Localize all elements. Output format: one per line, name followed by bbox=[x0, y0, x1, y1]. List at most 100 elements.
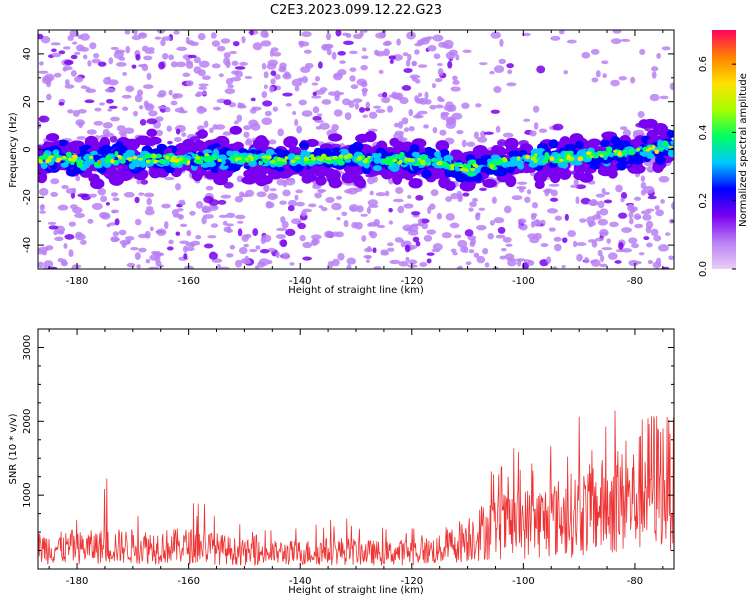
spectrogram-cell bbox=[332, 231, 339, 237]
spectrogram-cell bbox=[175, 149, 186, 157]
spectrogram-cell bbox=[619, 126, 628, 131]
x-tick-label: -100 bbox=[512, 576, 535, 587]
spectrogram-cell bbox=[507, 69, 513, 75]
spectrogram-cell bbox=[125, 85, 135, 93]
spectrogram-cell bbox=[640, 175, 646, 182]
spectrogram-cell bbox=[173, 158, 180, 163]
spectrogram-cell bbox=[468, 249, 475, 254]
spectrogram-cell bbox=[173, 30, 180, 35]
spectrogram-cell bbox=[251, 106, 256, 111]
spectrogram-cell bbox=[507, 259, 517, 267]
spectrogram-cell bbox=[189, 41, 199, 47]
spectrogram-cell bbox=[234, 196, 244, 203]
snr-x-axis-label: Height of straight line (km) bbox=[288, 585, 424, 596]
spectrogram-cell bbox=[302, 256, 312, 261]
spectrogram-cell bbox=[326, 48, 332, 56]
spectrogram-cell bbox=[309, 154, 315, 159]
spectrogram-cell bbox=[259, 248, 270, 254]
spectrogram-cell bbox=[462, 192, 470, 197]
spectrogram-cell bbox=[649, 93, 660, 102]
spectrogram-cell bbox=[185, 62, 194, 69]
spectrogram-cell bbox=[288, 146, 301, 154]
y-tick-label: 20 bbox=[22, 95, 33, 108]
spectrogram-cell bbox=[388, 161, 393, 167]
spectrogram-cell bbox=[367, 199, 379, 207]
spectrogram-cell bbox=[408, 225, 419, 232]
spectrogram-cell bbox=[91, 150, 98, 156]
spectrogram-cell bbox=[58, 102, 65, 106]
spectrogram-cell bbox=[435, 104, 444, 109]
spectrogram-cell bbox=[311, 95, 322, 99]
spectrogram-cell bbox=[398, 260, 409, 267]
spectrogram-cell bbox=[244, 75, 253, 80]
spectrogram-cell bbox=[419, 262, 428, 268]
spectrogram-cell bbox=[399, 96, 409, 105]
spectrogram-cell bbox=[83, 162, 91, 169]
spectrogram-cell bbox=[327, 260, 334, 269]
spectrogram-cell bbox=[223, 181, 234, 189]
spectrogram-cell bbox=[286, 177, 296, 181]
spectrogram-cell bbox=[630, 76, 636, 84]
spectrogram-cell bbox=[88, 193, 97, 198]
spectrogram-cell bbox=[395, 154, 402, 160]
spectrogram-cell bbox=[223, 52, 231, 59]
spectrogram-cell bbox=[533, 159, 538, 164]
spectrogram-cell bbox=[236, 114, 243, 122]
spectrogram-cell bbox=[130, 246, 139, 251]
spectrogram-cell bbox=[266, 63, 277, 70]
spectrogram-cell bbox=[388, 207, 393, 213]
spectrogram-cell bbox=[558, 167, 572, 180]
x-tick-label: -120 bbox=[400, 576, 423, 587]
spectrogram-cell bbox=[618, 212, 628, 219]
spectrogram-cell bbox=[215, 124, 226, 130]
spectrogram-cell bbox=[608, 152, 614, 158]
spectrogram-cell bbox=[440, 160, 448, 167]
spectrogram-cell bbox=[168, 239, 174, 245]
spectrogram-cell bbox=[549, 156, 555, 161]
spectrogram-cell bbox=[581, 51, 591, 59]
spectrogram-cell bbox=[198, 60, 210, 68]
spectrogram-cell bbox=[595, 193, 606, 198]
spectrogram-cell bbox=[264, 110, 272, 117]
spectrogram-cell bbox=[599, 254, 605, 263]
spectrogram-cell bbox=[144, 153, 151, 159]
spectrogram-cell bbox=[589, 155, 593, 158]
spectrogram-cell bbox=[43, 260, 54, 268]
spectrogram-cell bbox=[477, 136, 488, 143]
spectrogram-cell bbox=[366, 206, 372, 215]
spectrogram-cell bbox=[114, 151, 119, 158]
spectrogram-cell bbox=[517, 224, 523, 229]
spectrogram-cell bbox=[54, 236, 64, 242]
spectrogram-cell bbox=[430, 189, 439, 197]
spectrogram-cell bbox=[164, 176, 175, 181]
spectrogram-cell bbox=[136, 179, 142, 185]
spectrogram-cell bbox=[166, 246, 174, 251]
spectrogram-cell bbox=[134, 94, 143, 103]
spectrogram-cell bbox=[277, 128, 284, 137]
spectrogram-cell bbox=[308, 203, 317, 208]
spectrogram-cell bbox=[156, 228, 167, 237]
spectrogram-cell bbox=[144, 103, 155, 112]
spectrogram-cell bbox=[499, 255, 507, 260]
spectrogram-cell bbox=[198, 83, 209, 87]
spectrogram-cell bbox=[257, 261, 266, 268]
spectrogram-cell bbox=[380, 167, 394, 180]
spectrogram-cell bbox=[612, 150, 617, 153]
spectrogram-cell bbox=[196, 129, 208, 139]
spectrogram-cell bbox=[349, 67, 357, 72]
spectrogram-cell bbox=[504, 137, 519, 150]
spectrogram-cell bbox=[591, 240, 598, 248]
spectrogram-cell bbox=[291, 78, 303, 87]
spectrogram-cell bbox=[407, 264, 418, 268]
colorbar-tick-label: 0.4 bbox=[698, 124, 709, 140]
spectrogram-cell bbox=[201, 216, 207, 225]
spectrogram-cell bbox=[195, 155, 201, 160]
spectrogram-cell bbox=[91, 202, 103, 210]
spectrogram-cell bbox=[243, 243, 250, 248]
spectrogram-cell bbox=[233, 159, 240, 164]
spectrogram-cell bbox=[280, 149, 290, 157]
spectrogram-cell bbox=[108, 57, 114, 65]
spectrogram-cell bbox=[234, 259, 243, 268]
spectrogram-cell bbox=[117, 154, 122, 159]
spectrogram-cell bbox=[75, 175, 81, 182]
